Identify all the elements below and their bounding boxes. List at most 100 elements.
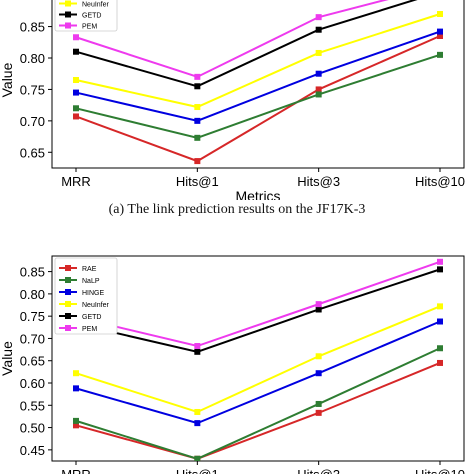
chart-jf17k-3: 0.65 0.70 0.75 0.80 0.85 MRR Hits@1 Hits@3 Hits@… <box>0 0 465 200</box>
plot-frame <box>51 0 465 169</box>
point-pem <box>73 34 79 41</box>
y-tick-label: 0.50 <box>20 421 45 436</box>
point-pem <box>315 301 322 308</box>
point-getd <box>437 266 443 273</box>
legend-marker-pem <box>65 22 71 29</box>
plot-frame <box>51 255 465 462</box>
legend-label-nalp: NaLP <box>82 278 100 285</box>
point-nalp <box>73 105 79 112</box>
y-axis-label: Value <box>0 341 15 376</box>
x-tick-label: Hits@1 <box>176 174 219 189</box>
point-hinge <box>437 318 443 325</box>
point-getd <box>194 83 201 90</box>
point-rae <box>73 113 79 120</box>
legend-label-pem: PEM <box>82 24 97 31</box>
point-hinge <box>437 28 443 35</box>
point-pem <box>194 73 201 80</box>
y-tick-label: 0.75 <box>20 309 45 324</box>
legend-label-neuinfer: NeuInfer <box>82 2 110 9</box>
series-group <box>73 0 443 165</box>
legend-marker-neuinfer <box>65 301 71 307</box>
y-tick-label: 0.65 <box>20 145 45 160</box>
chart-second-dataset: 0.45 0.50 0.55 0.60 0.65 0.70 0.75 0.80 0.85 MRR H… <box>0 255 465 474</box>
figure-caption-a: (a) The link prediction results on the J… <box>108 202 366 217</box>
y-tick-label: 0.45 <box>20 443 45 458</box>
point-hinge <box>73 89 79 96</box>
point-nalp <box>194 134 201 141</box>
point-rae <box>437 33 443 39</box>
point-getd <box>315 26 322 33</box>
legend-marker-rae <box>65 265 71 271</box>
point-pem <box>194 343 201 350</box>
y-tick-label: 0.80 <box>20 287 45 302</box>
point-nalp <box>194 455 201 461</box>
series-line-nalp <box>75 347 441 460</box>
point-getd <box>194 348 201 355</box>
point-neuinfer <box>437 303 443 310</box>
point-neuinfer <box>194 104 201 111</box>
y-tick-label: 0.70 <box>20 331 45 346</box>
y-tick-label: 0.85 <box>20 20 45 35</box>
x-axis-label: Metrics <box>235 188 280 200</box>
legend-marker-getd <box>65 11 71 18</box>
point-getd <box>315 306 322 313</box>
series-line-pem <box>75 0 389 78</box>
point-neuinfer <box>315 353 322 360</box>
legend-label-getd: GETD <box>82 314 101 321</box>
point-nalp <box>73 417 79 424</box>
point-hinge <box>194 420 201 427</box>
point-rae <box>315 409 322 416</box>
series-line-hinge <box>75 320 441 425</box>
legend-label-hinge: HINGE <box>82 290 105 297</box>
y-tick-label: 0.60 <box>20 376 45 391</box>
y-tick-label: 0.65 <box>20 354 45 369</box>
point-hinge <box>315 370 322 377</box>
legend-marker-getd <box>65 313 71 319</box>
legend-label-pem: PEM <box>82 326 97 333</box>
point-hinge <box>315 70 322 77</box>
point-rae <box>315 86 322 93</box>
series-line-rae <box>75 362 441 460</box>
y-tick-label: 0.80 <box>20 51 45 66</box>
series-group <box>73 258 443 461</box>
x-tick-label: Hits@3 <box>297 174 340 189</box>
point-nalp <box>437 345 443 352</box>
series-line-neuinfer <box>75 305 441 414</box>
y-tick-label: 0.55 <box>20 398 45 413</box>
legend-label-neuinfer: NeuInfer <box>82 302 110 309</box>
point-neuinfer <box>315 49 322 56</box>
legend-marker-nalp <box>65 277 71 283</box>
point-hinge <box>73 385 79 392</box>
legend-marker-neuinfer <box>65 0 71 7</box>
series-line-pem <box>75 260 441 348</box>
y-tick-label: 0.85 <box>20 265 45 280</box>
point-rae <box>437 359 443 366</box>
legend-marker-hinge <box>65 289 71 295</box>
legend-marker-pem <box>65 325 71 331</box>
x-tick-label: Hits@3 <box>297 467 340 474</box>
x-tick-label: Hits@10 <box>415 174 465 189</box>
legend-label-getd: GETD <box>82 13 101 20</box>
point-neuinfer <box>194 408 201 415</box>
point-pem <box>315 14 322 21</box>
y-tick-label: 0.70 <box>20 114 45 129</box>
point-pem <box>437 258 443 265</box>
point-neuinfer <box>437 11 443 17</box>
x-tick-label: MRR <box>61 174 91 189</box>
point-getd <box>73 48 79 55</box>
y-tick-label: 0.75 <box>20 82 45 97</box>
point-rae <box>73 422 79 429</box>
point-neuinfer <box>73 370 79 377</box>
x-tick-label: MRR <box>61 467 91 474</box>
point-hinge <box>194 117 201 124</box>
point-nalp <box>315 91 322 98</box>
series-line-getd <box>75 268 441 353</box>
series-line-neuinfer <box>75 13 441 109</box>
point-nalp <box>315 400 322 407</box>
x-tick-label: Hits@10 <box>415 467 465 474</box>
x-tick-label: Hits@1 <box>176 467 219 474</box>
point-neuinfer <box>73 77 79 83</box>
series-line-nalp <box>75 53 441 139</box>
series-line-hinge <box>75 30 441 122</box>
legend-label-rae: RAE <box>82 266 97 273</box>
